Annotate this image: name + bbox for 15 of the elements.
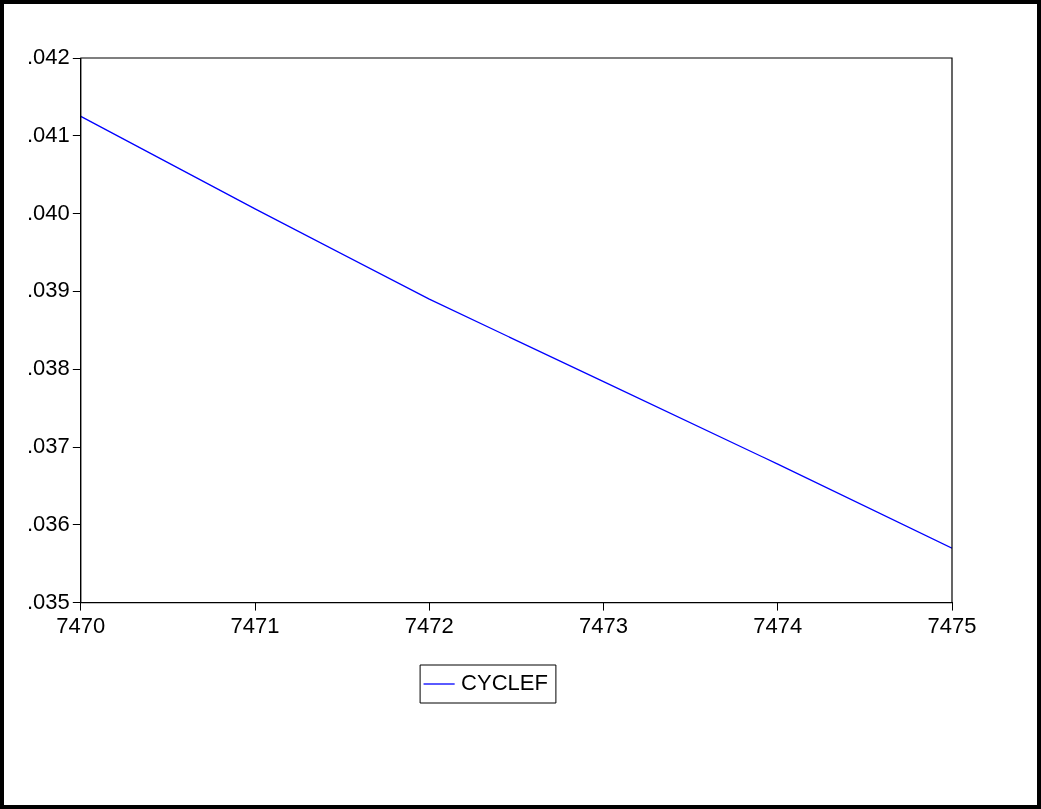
x-tick-label: 7474 (753, 612, 803, 638)
y-tick-label: .037 (26, 433, 70, 459)
x-tick-label: 7472 (404, 612, 454, 638)
x-tick-label: 7470 (56, 612, 106, 638)
legend-label: CYCLEF (461, 670, 548, 696)
y-tick-label: .039 (26, 277, 70, 303)
x-tick-label: 7471 (230, 612, 280, 638)
y-tick-label: .040 (26, 199, 70, 225)
x-tick-label: 7475 (927, 612, 977, 638)
y-tick-label: .035 (26, 588, 70, 614)
y-tick-label: .038 (26, 355, 70, 381)
y-tick-label: .041 (26, 121, 70, 147)
y-tick-label: .036 (26, 510, 70, 536)
y-tick-label: .042 (26, 44, 70, 70)
x-tick-label: 7473 (579, 612, 628, 638)
